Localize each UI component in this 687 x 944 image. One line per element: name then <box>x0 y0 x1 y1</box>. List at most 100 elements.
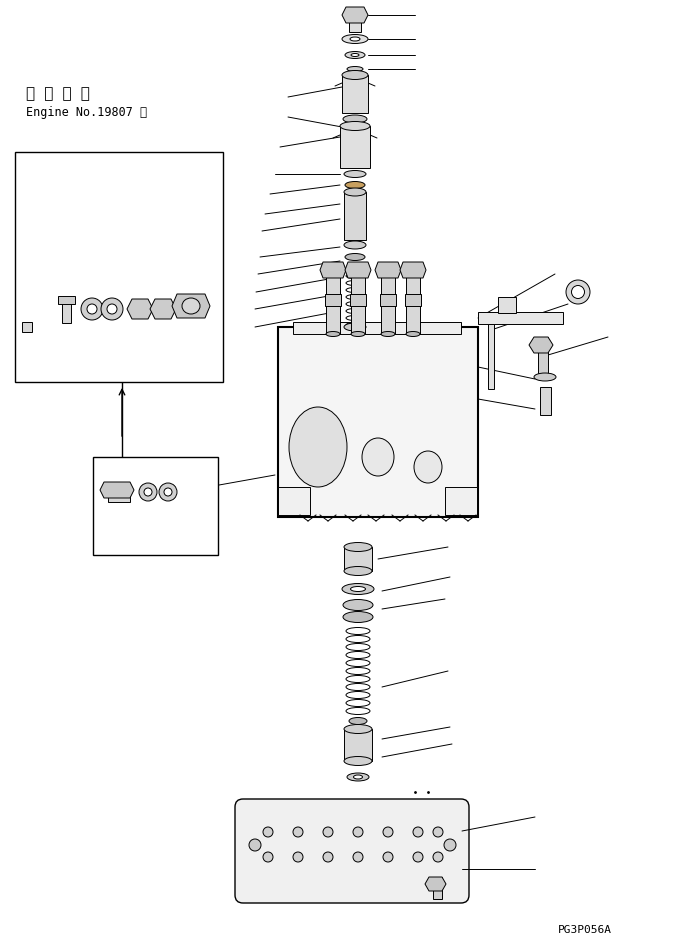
Ellipse shape <box>346 676 370 683</box>
Ellipse shape <box>572 286 585 299</box>
Polygon shape <box>375 262 401 278</box>
Circle shape <box>81 298 103 321</box>
Circle shape <box>263 852 273 862</box>
Ellipse shape <box>344 171 366 178</box>
Polygon shape <box>425 877 446 891</box>
Ellipse shape <box>344 242 366 250</box>
Polygon shape <box>342 8 368 24</box>
FancyBboxPatch shape <box>235 800 469 903</box>
Circle shape <box>249 839 261 851</box>
Circle shape <box>413 827 423 837</box>
Ellipse shape <box>343 599 373 611</box>
Bar <box>405 295 421 307</box>
Text: 適 用 号 機: 適 用 号 機 <box>26 86 90 101</box>
Ellipse shape <box>344 567 372 576</box>
Circle shape <box>101 298 123 321</box>
Ellipse shape <box>346 700 370 707</box>
Bar <box>58 296 75 305</box>
Bar <box>380 295 396 307</box>
Bar <box>278 328 478 517</box>
Circle shape <box>87 305 97 314</box>
Polygon shape <box>529 338 553 354</box>
Text: Engine No.19807 ～: Engine No.19807 ～ <box>26 106 147 119</box>
Polygon shape <box>150 299 176 320</box>
Ellipse shape <box>566 280 590 305</box>
Bar <box>351 262 365 334</box>
Ellipse shape <box>346 660 370 666</box>
Ellipse shape <box>346 316 364 321</box>
Ellipse shape <box>346 323 364 329</box>
Bar <box>349 8 361 33</box>
Bar <box>342 76 368 114</box>
Ellipse shape <box>345 53 365 59</box>
Ellipse shape <box>406 332 420 337</box>
Ellipse shape <box>346 692 370 699</box>
Ellipse shape <box>346 651 370 659</box>
Circle shape <box>444 839 456 851</box>
Ellipse shape <box>346 636 370 643</box>
Ellipse shape <box>340 123 370 131</box>
Polygon shape <box>127 299 153 320</box>
Ellipse shape <box>346 644 370 650</box>
Ellipse shape <box>342 72 368 80</box>
Ellipse shape <box>342 36 368 44</box>
Ellipse shape <box>346 628 370 634</box>
Ellipse shape <box>346 683 370 691</box>
Ellipse shape <box>346 281 364 286</box>
Circle shape <box>293 852 303 862</box>
Bar <box>406 262 420 334</box>
Ellipse shape <box>346 667 370 675</box>
Bar <box>325 295 341 307</box>
Bar <box>498 297 516 313</box>
Circle shape <box>383 827 393 837</box>
Bar <box>381 262 395 334</box>
Ellipse shape <box>346 302 364 307</box>
Bar <box>478 312 563 325</box>
Ellipse shape <box>344 725 372 733</box>
Ellipse shape <box>344 189 366 196</box>
Bar <box>108 487 130 502</box>
Ellipse shape <box>343 612 373 623</box>
Ellipse shape <box>344 543 372 552</box>
Polygon shape <box>345 262 371 278</box>
Bar <box>538 338 548 376</box>
Ellipse shape <box>346 288 364 294</box>
Ellipse shape <box>534 374 556 381</box>
Ellipse shape <box>345 254 365 261</box>
Ellipse shape <box>182 298 200 314</box>
Ellipse shape <box>344 324 366 331</box>
Circle shape <box>107 305 117 314</box>
Bar <box>540 388 551 415</box>
Ellipse shape <box>346 708 370 715</box>
Circle shape <box>353 827 363 837</box>
Bar <box>344 548 372 571</box>
Circle shape <box>139 483 157 501</box>
Ellipse shape <box>349 717 367 725</box>
Ellipse shape <box>345 182 365 190</box>
Text: PG3P056A: PG3P056A <box>558 924 612 934</box>
Ellipse shape <box>346 295 364 300</box>
Circle shape <box>144 488 152 497</box>
Ellipse shape <box>343 116 367 124</box>
Ellipse shape <box>351 55 359 58</box>
Ellipse shape <box>326 332 340 337</box>
Circle shape <box>159 483 177 501</box>
Bar <box>22 323 32 332</box>
Circle shape <box>413 852 423 862</box>
Bar <box>93 458 218 555</box>
Ellipse shape <box>346 310 364 314</box>
Ellipse shape <box>346 267 364 272</box>
Circle shape <box>293 827 303 837</box>
Bar <box>62 302 71 324</box>
Ellipse shape <box>414 451 442 483</box>
Ellipse shape <box>350 38 360 42</box>
Ellipse shape <box>351 332 365 337</box>
Ellipse shape <box>362 439 394 477</box>
Ellipse shape <box>354 775 363 779</box>
Bar <box>340 126 370 169</box>
Circle shape <box>263 827 273 837</box>
Bar <box>488 325 494 390</box>
Bar <box>326 262 340 334</box>
Bar <box>15 153 223 382</box>
Circle shape <box>433 852 443 862</box>
